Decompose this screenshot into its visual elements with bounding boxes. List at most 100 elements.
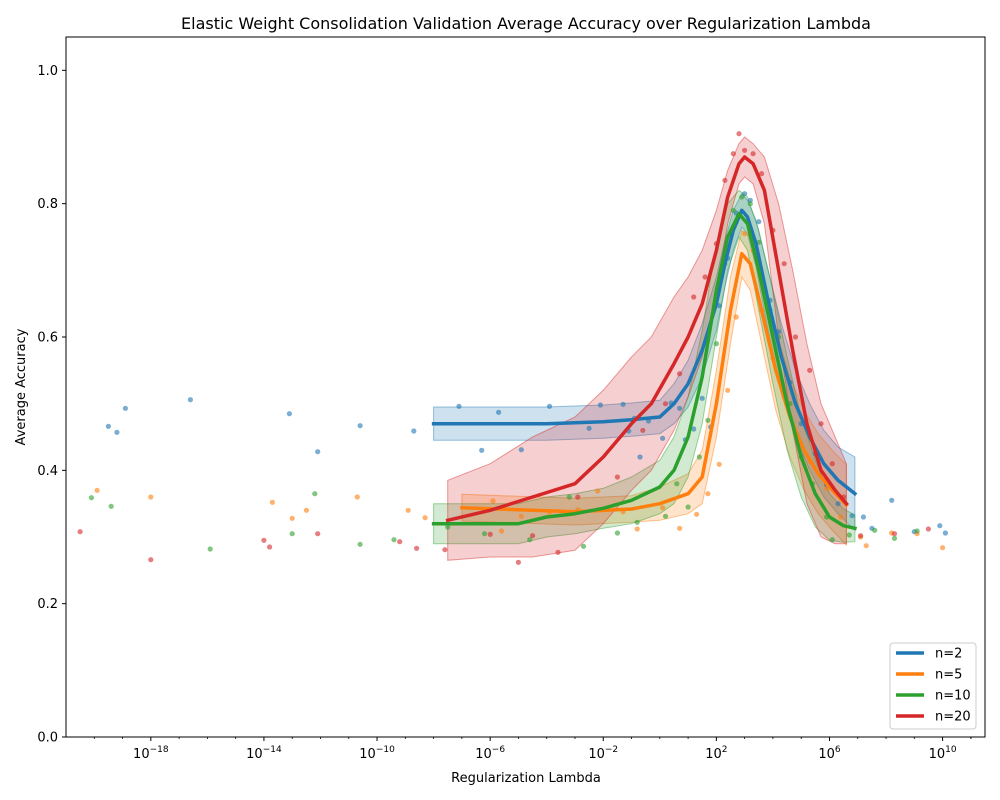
band-n-2 — [433, 192, 856, 532]
scatter-point-n-10 — [580, 543, 587, 549]
scatter-point-n-20 — [575, 494, 581, 500]
scatter-point-n-20 — [818, 421, 824, 427]
chart-title: Elastic Weight Consolidation Validation … — [181, 14, 871, 33]
scatter-point-n-5 — [660, 505, 666, 511]
scatter-point-n-2 — [620, 401, 626, 407]
scatter-point-n-10 — [357, 541, 363, 547]
scatter-point-n-5 — [518, 513, 524, 519]
scatter-point-n-2 — [597, 402, 604, 408]
y-tick-label: 1.0 — [37, 64, 58, 79]
scatter-point-n-20 — [487, 531, 493, 537]
scatter-points — [77, 131, 949, 565]
scatter-point-n-10 — [481, 531, 488, 537]
scatter-point-n-2 — [286, 411, 292, 417]
scatter-point-n-20 — [442, 547, 448, 553]
scatter-point-n-10 — [846, 532, 852, 538]
scatter-point-n-5 — [742, 231, 748, 237]
scatter-point-n-5 — [705, 491, 711, 497]
scatter-point-n-10 — [614, 530, 621, 536]
scatter-point-n-20 — [807, 367, 813, 373]
scatter-point-n-2 — [456, 403, 462, 409]
scatter-point-n-10 — [391, 537, 397, 543]
scatter-point-n-20 — [677, 371, 683, 377]
scatter-point-n-20 — [267, 544, 273, 550]
scatter-point-n-20 — [662, 401, 669, 407]
y-tick-label: 0.0 — [37, 731, 58, 746]
scatter-point-n-20 — [414, 545, 420, 551]
scatter-point-n-10 — [674, 481, 680, 487]
scatter-point-n-20 — [640, 427, 646, 433]
scatter-point-n-5 — [677, 525, 683, 531]
x-axis-label: Regularization Lambda — [451, 771, 601, 786]
scatter-point-n-2 — [105, 423, 111, 429]
x-tick-label: 10−6 — [475, 745, 505, 762]
scatter-point-n-20 — [750, 151, 756, 157]
scatter-point-n-20 — [759, 171, 765, 177]
x-axis-ticks: 10−18 10−14 10−10 10−6 10−2 102 106 1010 — [93, 737, 972, 762]
scatter-point-n-5 — [490, 498, 496, 504]
scatter-point-n-10 — [713, 341, 720, 347]
line-n-5 — [460, 251, 849, 514]
scatter-point-n-2 — [357, 423, 363, 429]
scatter-point-n-20 — [614, 474, 621, 480]
scatter-point-n-20 — [730, 151, 736, 157]
scatter-point-n-2 — [637, 454, 643, 460]
scatter-point-n-20 — [891, 531, 898, 537]
scatter-point-n-20 — [792, 334, 799, 340]
scatter-point-n-5 — [303, 507, 309, 513]
x-tick-label: 10−2 — [588, 745, 618, 762]
scatter-point-n-2 — [756, 219, 762, 225]
scatter-point-n-20 — [781, 261, 787, 267]
scatter-point-n-5 — [405, 507, 411, 513]
scatter-point-n-10 — [566, 494, 572, 500]
scatter-point-n-2 — [699, 395, 705, 401]
scatter-point-n-10 — [289, 531, 295, 537]
scatter-point-n-2 — [187, 397, 193, 403]
scatter-point-n-2 — [849, 513, 855, 519]
legend-label-n-2: n=2 — [935, 647, 962, 662]
scatter-point-n-20 — [261, 537, 267, 543]
scatter-point-n-2 — [479, 447, 485, 453]
y-tick-label: 0.4 — [37, 464, 58, 479]
scatter-point-n-5 — [940, 545, 946, 551]
x-tick-label: 106 — [818, 745, 841, 762]
x-tick-label: 10−14 — [246, 745, 282, 762]
scatter-point-n-20 — [515, 559, 522, 565]
scatter-point-n-20 — [742, 147, 748, 153]
scatter-point-n-20 — [925, 526, 932, 532]
y-tick-label: 0.6 — [37, 331, 58, 346]
scatter-point-n-10 — [739, 194, 745, 200]
scatter-point-n-10 — [634, 519, 640, 525]
scatter-point-n-10 — [914, 528, 920, 534]
scatter-point-n-20 — [530, 533, 536, 539]
scatter-point-n-2 — [496, 409, 502, 415]
y-axis-label: Average Accuracy — [14, 328, 29, 445]
mean-lines — [431, 155, 858, 531]
scatter-point-n-5 — [716, 461, 722, 467]
legend-label-n-5: n=5 — [935, 668, 962, 683]
scatter-point-n-5 — [354, 494, 360, 500]
scatter-point-n-20 — [555, 549, 561, 555]
y-tick-label: 0.2 — [37, 597, 58, 612]
scatter-point-n-2 — [889, 497, 895, 503]
scatter-point-n-10 — [207, 546, 213, 552]
scatter-point-n-2 — [546, 403, 553, 409]
scatter-point-n-5 — [733, 314, 739, 320]
y-axis-ticks: 0.0 0.2 0.4 0.6 0.8 1.0 — [37, 64, 66, 746]
scatter-point-n-10 — [108, 503, 114, 509]
scatter-point-n-5 — [94, 487, 100, 493]
x-tick-label: 102 — [705, 745, 727, 762]
scatter-point-n-10 — [747, 201, 753, 207]
scatter-point-n-2 — [677, 405, 683, 411]
x-tick-label: 1010 — [929, 745, 957, 762]
scatter-point-n-2 — [518, 447, 524, 453]
scatter-point-n-5 — [148, 494, 154, 500]
scatter-point-n-10 — [705, 417, 711, 423]
scatter-point-n-2 — [942, 530, 949, 536]
scatter-point-n-2 — [114, 429, 120, 435]
band-n-20 — [447, 136, 847, 561]
legend[interactable]: n=2 n=5 n=10 n=20 — [889, 642, 977, 730]
scatter-point-n-10 — [872, 527, 878, 533]
